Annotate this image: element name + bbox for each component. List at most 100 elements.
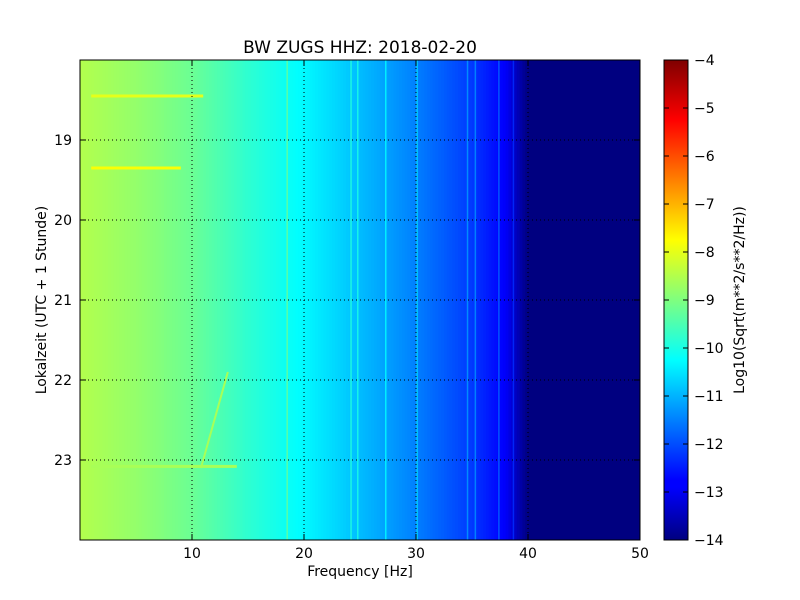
- y-tick-label: 23: [54, 453, 72, 469]
- heatmap-band: [519, 60, 523, 540]
- heatmap-band: [589, 60, 593, 540]
- heatmap-band: [292, 60, 297, 540]
- bright-event: [91, 166, 181, 170]
- colorbar-tick-label: −4: [694, 53, 715, 69]
- heatmap-band: [396, 60, 400, 540]
- heatmap-band: [281, 60, 285, 540]
- heatmap-band: [402, 60, 406, 540]
- heatmap-band: [320, 60, 325, 540]
- heatmap-band: [337, 60, 341, 540]
- heatmap-band: [547, 60, 551, 540]
- heatmap-band: [407, 60, 411, 540]
- heatmap-band: [273, 60, 277, 540]
- heatmap-band: [508, 60, 512, 540]
- heatmap-band: [609, 60, 613, 540]
- heatmap-band: [525, 60, 529, 540]
- heatmap-band: [469, 60, 473, 540]
- heatmap-band: [295, 60, 299, 540]
- colorbar-tick-label: −9: [694, 293, 715, 309]
- heatmap-band: [124, 60, 129, 540]
- heatmap-band: [329, 60, 333, 540]
- heatmap-band: [561, 60, 565, 540]
- heatmap-band: [161, 60, 165, 540]
- heatmap-band: [262, 60, 266, 540]
- drift-line: [199, 371, 229, 469]
- colorbar-label: Log10(Sqrt(m**2/s**2/Hz)): [732, 206, 748, 394]
- heatmap-band: [598, 60, 602, 540]
- x-tick-label: 30: [407, 546, 425, 562]
- heatmap-band: [99, 60, 103, 540]
- y-tick-label: 20: [54, 213, 72, 229]
- heatmap-band: [421, 60, 425, 540]
- heatmap-band: [208, 60, 213, 540]
- heatmap-band: [575, 60, 579, 540]
- heatmap-band: [379, 60, 383, 540]
- plot-area: [80, 60, 640, 540]
- heatmap-band: [206, 60, 210, 540]
- heatmap-band: [211, 60, 215, 540]
- heatmap-band: [572, 60, 577, 540]
- heatmap-band: [189, 60, 193, 540]
- heatmap-band: [164, 60, 168, 540]
- heatmap-band: [248, 60, 252, 540]
- heatmap-band: [312, 60, 316, 540]
- y-tick-label: 21: [54, 293, 72, 309]
- heatmap-band: [264, 60, 269, 540]
- heatmap-band: [217, 60, 221, 540]
- heatmap-band: [388, 60, 392, 540]
- heatmap-band: [435, 60, 439, 540]
- heatmap-band: [284, 60, 288, 540]
- colorbar-tick-label: −5: [694, 101, 715, 117]
- heatmap-band: [155, 60, 159, 540]
- heatmap-band: [178, 60, 182, 540]
- colorbar-tick-label: −8: [694, 245, 715, 261]
- heatmap-band: [360, 60, 364, 540]
- heatmap-band: [192, 60, 196, 540]
- heatmap-band: [180, 60, 185, 540]
- heatmap-band: [463, 60, 467, 540]
- heatmap-band: [570, 60, 574, 540]
- heatmap-band: [486, 60, 490, 540]
- colorbar-tick-label: −11: [694, 389, 724, 405]
- grid-lines: [80, 60, 640, 540]
- heatmap-band: [626, 60, 630, 540]
- colorbar-tick-label: −10: [694, 341, 724, 357]
- heatmap-band: [239, 60, 243, 540]
- heatmap-band: [332, 60, 336, 540]
- heatmap-band: [430, 60, 434, 540]
- heatmap-band: [460, 60, 465, 540]
- heatmap-band: [404, 60, 409, 540]
- heatmap-band: [304, 60, 308, 540]
- bright-event: [91, 464, 237, 468]
- colorbar-tick-label: −6: [694, 149, 715, 165]
- heatmap-band: [544, 60, 549, 540]
- heatmap-band: [88, 60, 92, 540]
- heatmap-band: [340, 60, 344, 540]
- heatmap-band: [553, 60, 557, 540]
- heatmap-band: [424, 60, 428, 540]
- heatmap-band: [323, 60, 327, 540]
- x-tick-label: 50: [631, 546, 649, 562]
- y-axis-label: Lokalzeit (UTC + 1 Stunde): [34, 206, 50, 395]
- heatmap-band: [108, 60, 112, 540]
- heatmap-band: [127, 60, 131, 540]
- x-tick-label: 20: [295, 546, 313, 562]
- heatmap-band: [500, 60, 504, 540]
- heatmap-band: [452, 60, 456, 540]
- heatmap-band: [276, 60, 280, 540]
- heatmap-band: [584, 60, 588, 540]
- heatmap-band: [225, 60, 229, 540]
- heatmap-band: [144, 60, 148, 540]
- heatmap-band: [480, 60, 484, 540]
- colorbar-tick-label: −14: [694, 533, 724, 549]
- heatmap-band: [542, 60, 546, 540]
- heatmap-band: [528, 60, 532, 540]
- heatmap-band: [136, 60, 140, 540]
- heatmap-band: [351, 60, 355, 540]
- heatmap-band: [449, 60, 453, 540]
- heatmap-band: [376, 60, 381, 540]
- heatmap-band: [516, 60, 521, 540]
- heatmap-band: [113, 60, 117, 540]
- heatmap-band: [612, 60, 616, 540]
